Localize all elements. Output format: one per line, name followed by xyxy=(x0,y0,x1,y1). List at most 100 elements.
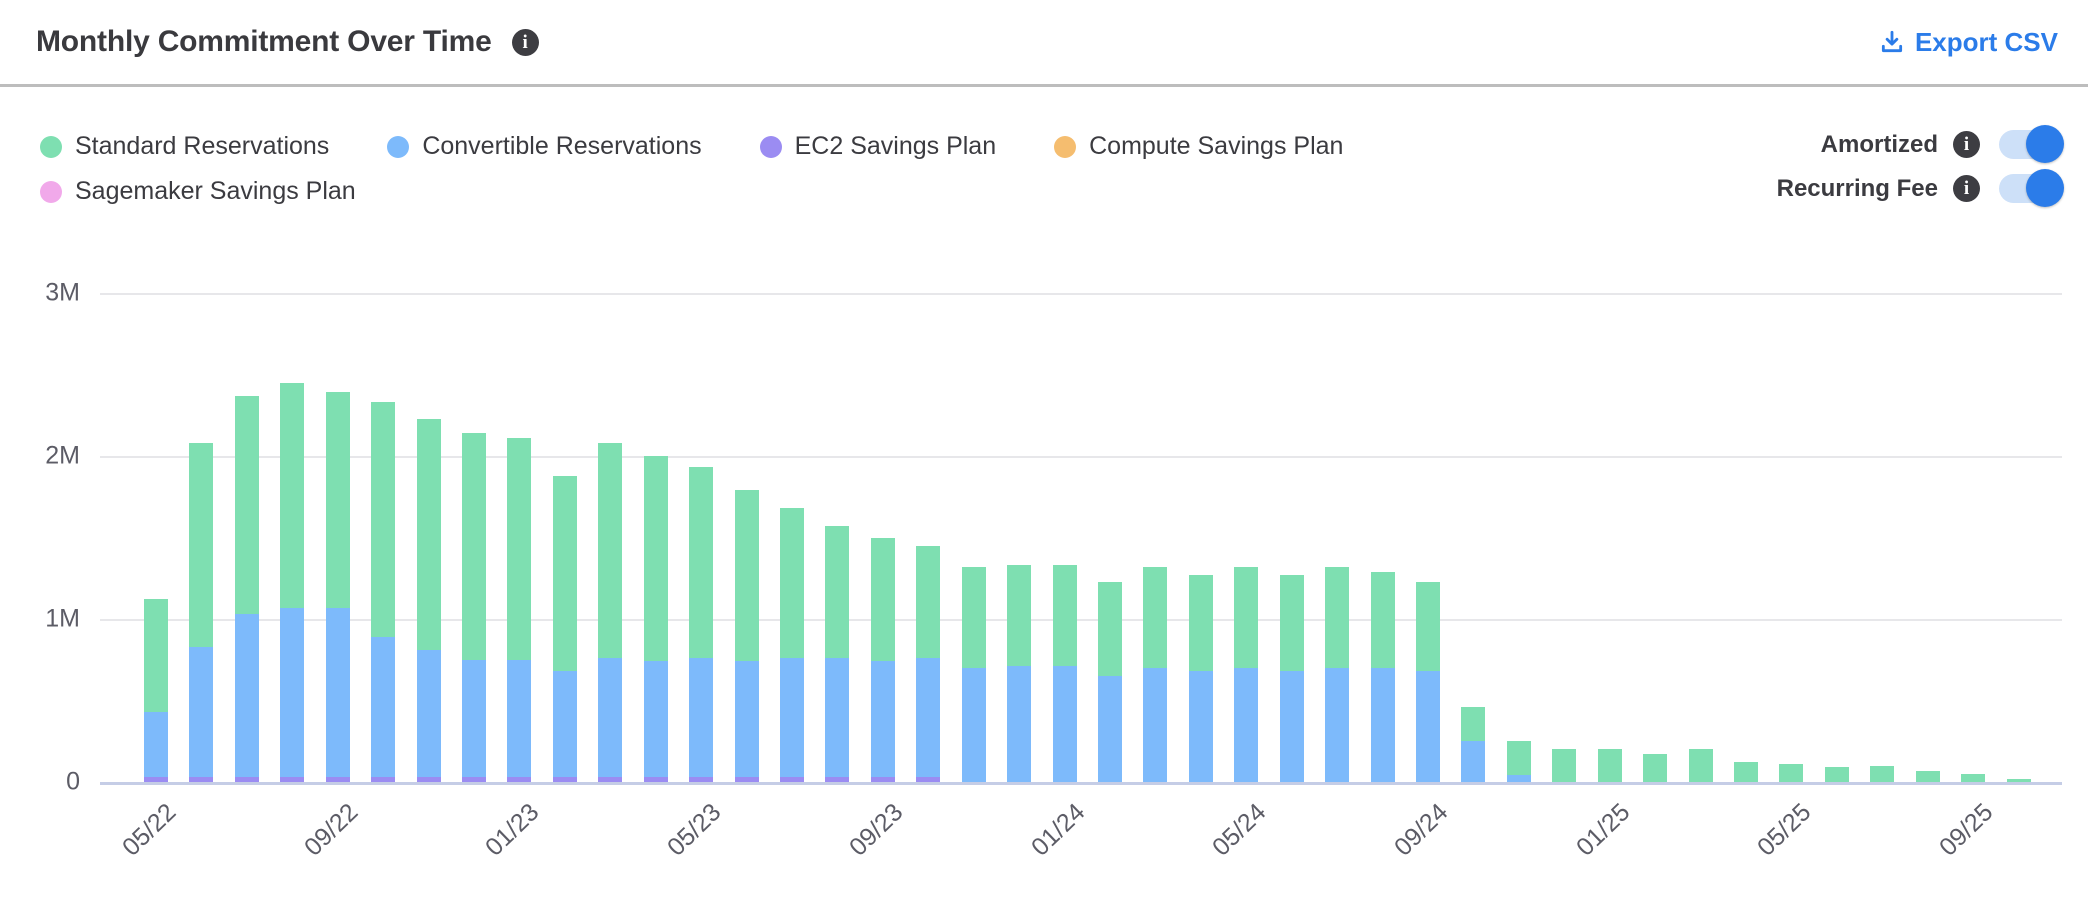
bar-segment-05/23-ec2-savings-plan[interactable] xyxy=(689,777,714,782)
bar-segment-02/25-standard-reservations[interactable] xyxy=(1643,754,1668,782)
bar-segment-06/23-convertible-reservations[interactable] xyxy=(734,661,759,778)
bar-segment-10/25-standard-reservations[interactable] xyxy=(2006,778,2031,782)
bar-segment-02/24-convertible-reservations[interactable] xyxy=(1098,676,1123,782)
bar-segment-04/23-ec2-savings-plan[interactable] xyxy=(643,777,668,782)
bar-segment-04/23-convertible-reservations[interactable] xyxy=(643,661,668,778)
bar-segment-11/22-standard-reservations[interactable] xyxy=(416,418,441,650)
bar-segment-06/22-standard-reservations[interactable] xyxy=(189,442,214,647)
bar-segment-02/23-standard-reservations[interactable] xyxy=(552,475,577,672)
bar-segment-07/22-ec2-savings-plan[interactable] xyxy=(234,777,259,782)
bar-segment-05/25-standard-reservations[interactable] xyxy=(1779,764,1804,782)
bar-segment-06/24-convertible-reservations[interactable] xyxy=(1279,671,1304,782)
bar-segment-09/23-convertible-reservations[interactable] xyxy=(870,661,895,778)
bar-segment-11/24-convertible-reservations[interactable] xyxy=(1506,775,1531,782)
bar-segment-09/23-ec2-savings-plan[interactable] xyxy=(870,777,895,782)
bar-segment-10/24-standard-reservations[interactable] xyxy=(1461,707,1486,742)
bar-segment-11/22-convertible-reservations[interactable] xyxy=(416,649,441,778)
bar-segment-10/22-convertible-reservations[interactable] xyxy=(371,636,396,778)
bar-segment-06/24-standard-reservations[interactable] xyxy=(1279,574,1304,672)
bar-segment-12/23-convertible-reservations[interactable] xyxy=(1007,666,1032,782)
bar-segment-07/24-convertible-reservations[interactable] xyxy=(1325,667,1350,782)
bar-segment-10/22-standard-reservations[interactable] xyxy=(371,402,396,637)
bar-segment-08/22-standard-reservations[interactable] xyxy=(280,382,305,608)
bar-segment-06/23-ec2-savings-plan[interactable] xyxy=(734,777,759,782)
bar-segment-11/22-ec2-savings-plan[interactable] xyxy=(416,777,441,782)
legend-item-sagemaker-savings-plan[interactable]: Sagemaker Savings Plan xyxy=(40,177,356,206)
title-info-icon[interactable]: i xyxy=(511,28,539,56)
bar-segment-05/22-convertible-reservations[interactable] xyxy=(144,711,168,778)
bar-segment-10/23-ec2-savings-plan[interactable] xyxy=(916,777,941,782)
bar-segment-07/25-standard-reservations[interactable] xyxy=(1870,765,1895,782)
bar-segment-01/24-standard-reservations[interactable] xyxy=(1052,565,1077,667)
bar-segment-05/22-ec2-savings-plan[interactable] xyxy=(144,777,168,782)
legend-item-standard-reservations[interactable]: Standard Reservations xyxy=(40,132,329,161)
bar-segment-09/25-standard-reservations[interactable] xyxy=(1961,773,1986,782)
bar-segment-10/23-standard-reservations[interactable] xyxy=(916,545,941,659)
bar-segment-07/23-ec2-savings-plan[interactable] xyxy=(780,777,805,782)
export-csv-button[interactable]: Export CSV xyxy=(1879,27,2058,58)
bar-segment-07/23-convertible-reservations[interactable] xyxy=(780,658,805,778)
bar-segment-09/23-standard-reservations[interactable] xyxy=(870,537,895,662)
bar-segment-03/24-standard-reservations[interactable] xyxy=(1143,566,1168,668)
toggle-switch-amortized[interactable] xyxy=(1999,125,2064,163)
bar-segment-09/24-standard-reservations[interactable] xyxy=(1416,581,1441,672)
toggle-info-icon[interactable]: i xyxy=(1953,175,1980,202)
bar-segment-01/25-standard-reservations[interactable] xyxy=(1597,749,1622,782)
bar-segment-04/23-standard-reservations[interactable] xyxy=(643,456,668,662)
bar-segment-11/23-convertible-reservations[interactable] xyxy=(961,667,986,782)
bar-segment-07/22-standard-reservations[interactable] xyxy=(234,395,259,615)
bar-segment-10/24-convertible-reservations[interactable] xyxy=(1461,741,1486,782)
legend-item-ec2-savings-plan[interactable]: EC2 Savings Plan xyxy=(759,132,996,161)
bar-segment-02/24-standard-reservations[interactable] xyxy=(1098,581,1123,677)
bar-segment-03/25-standard-reservations[interactable] xyxy=(1688,749,1713,782)
bar-segment-12/23-standard-reservations[interactable] xyxy=(1007,565,1032,667)
bar-segment-02/23-ec2-savings-plan[interactable] xyxy=(552,777,577,782)
bar-segment-05/22-standard-reservations[interactable] xyxy=(144,599,168,712)
bar-segment-09/22-standard-reservations[interactable] xyxy=(325,392,350,608)
bar-segment-06/25-standard-reservations[interactable] xyxy=(1824,767,1849,782)
toggle-info-icon[interactable]: i xyxy=(1953,131,1980,158)
bar-segment-11/24-standard-reservations[interactable] xyxy=(1506,741,1531,776)
bar-segment-05/23-standard-reservations[interactable] xyxy=(689,467,714,659)
bar-segment-09/24-convertible-reservations[interactable] xyxy=(1416,671,1441,782)
legend-item-convertible-reservations[interactable]: Convertible Reservations xyxy=(387,132,702,161)
bar-segment-03/23-convertible-reservations[interactable] xyxy=(598,658,623,778)
bar-segment-05/24-standard-reservations[interactable] xyxy=(1234,566,1259,668)
bar-segment-02/23-convertible-reservations[interactable] xyxy=(552,671,577,778)
bar-segment-11/23-standard-reservations[interactable] xyxy=(961,566,986,668)
bar-segment-08/22-ec2-savings-plan[interactable] xyxy=(280,777,305,782)
bar-segment-08/23-standard-reservations[interactable] xyxy=(825,526,850,659)
bar-segment-07/22-convertible-reservations[interactable] xyxy=(234,614,259,778)
legend-item-compute-savings-plan[interactable]: Compute Savings Plan xyxy=(1054,132,1343,161)
bar-segment-01/23-ec2-savings-plan[interactable] xyxy=(507,777,532,782)
bar-segment-09/22-ec2-savings-plan[interactable] xyxy=(325,777,350,782)
bar-segment-04/24-convertible-reservations[interactable] xyxy=(1188,671,1213,782)
bar-segment-08/24-convertible-reservations[interactable] xyxy=(1370,667,1395,782)
bar-segment-06/22-ec2-savings-plan[interactable] xyxy=(189,777,214,782)
bar-segment-03/24-convertible-reservations[interactable] xyxy=(1143,667,1168,782)
bar-segment-04/25-standard-reservations[interactable] xyxy=(1734,762,1759,782)
bar-segment-09/22-convertible-reservations[interactable] xyxy=(325,607,350,778)
bar-segment-08/22-convertible-reservations[interactable] xyxy=(280,607,305,778)
bar-segment-03/23-ec2-savings-plan[interactable] xyxy=(598,777,623,782)
bar-segment-07/23-standard-reservations[interactable] xyxy=(780,508,805,659)
toggle-switch-recurring-fee[interactable] xyxy=(1999,169,2064,207)
bar-segment-12/22-ec2-savings-plan[interactable] xyxy=(462,777,486,782)
bar-segment-10/22-ec2-savings-plan[interactable] xyxy=(371,777,396,782)
bar-segment-05/23-convertible-reservations[interactable] xyxy=(689,658,714,778)
bar-segment-04/24-standard-reservations[interactable] xyxy=(1188,574,1213,672)
bar-segment-12/22-standard-reservations[interactable] xyxy=(462,433,486,660)
bar-segment-12/22-convertible-reservations[interactable] xyxy=(462,659,486,778)
bar-segment-08/24-standard-reservations[interactable] xyxy=(1370,571,1395,668)
bar-segment-08/25-standard-reservations[interactable] xyxy=(1915,770,1940,782)
bar-segment-12/24-standard-reservations[interactable] xyxy=(1552,749,1577,782)
bar-segment-10/23-convertible-reservations[interactable] xyxy=(916,658,941,778)
bar-segment-08/23-convertible-reservations[interactable] xyxy=(825,658,850,778)
bar-segment-01/24-convertible-reservations[interactable] xyxy=(1052,666,1077,782)
bar-segment-06/22-convertible-reservations[interactable] xyxy=(189,646,214,778)
bar-segment-03/23-standard-reservations[interactable] xyxy=(598,442,623,659)
bar-segment-06/23-standard-reservations[interactable] xyxy=(734,490,759,662)
bar-segment-08/23-ec2-savings-plan[interactable] xyxy=(825,777,850,782)
bar-segment-01/23-standard-reservations[interactable] xyxy=(507,438,532,660)
bar-segment-01/23-convertible-reservations[interactable] xyxy=(507,659,532,778)
